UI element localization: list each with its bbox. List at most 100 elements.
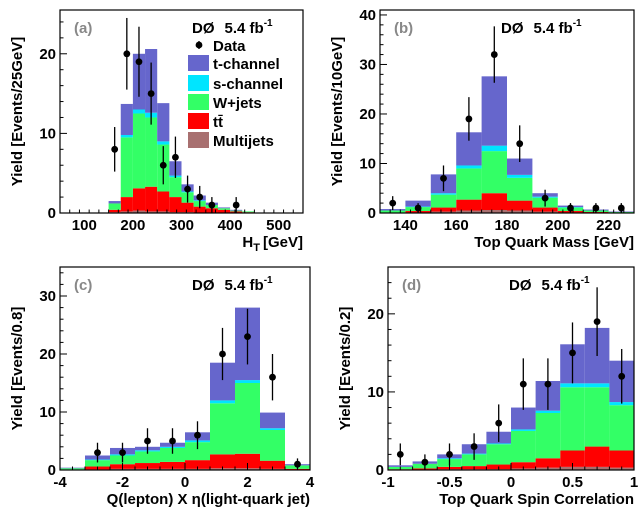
x-tick-label: 400	[218, 217, 243, 234]
data-point	[169, 438, 176, 445]
bar-wjets	[456, 168, 481, 199]
legend-data-marker	[196, 42, 203, 49]
data-point	[172, 154, 179, 161]
x-tick-label: -2	[116, 474, 129, 491]
x-axis-label-main: Top Quark Spin Correlation	[439, 491, 634, 508]
data-point	[136, 58, 143, 65]
bar-wjets	[242, 211, 254, 212]
bar-ttbar	[585, 447, 610, 467]
bar-schannel	[486, 443, 511, 444]
x-tick-label: 1	[630, 474, 638, 491]
legend-label-schannel: s-channel	[213, 76, 283, 93]
bar-wjets	[585, 387, 610, 446]
y-axis-label: Yield [Events/25GeV]	[9, 37, 26, 187]
x-axis-label-main: Q(lepton) X η(light-quark jet)	[107, 491, 310, 508]
x-tick-label: 220	[596, 217, 621, 234]
bar-ttbar	[133, 188, 145, 210]
luminosity-value: 5.4 fb	[534, 20, 573, 37]
legend-swatch-ttbar	[188, 113, 209, 129]
data-point	[471, 443, 478, 450]
bar-schannel	[157, 141, 169, 144]
x-tick-label: 500	[266, 217, 291, 234]
legend-label-multijets: Multijets	[213, 133, 274, 150]
data-point	[594, 318, 601, 325]
y-tick-label: 20	[367, 306, 384, 323]
x-axis-label-main: Top Quark Mass [GeV]	[474, 234, 634, 251]
y-tick-label: 0	[48, 462, 56, 479]
y-axis-label: Yield [Events/0.2]	[337, 307, 354, 431]
x-tick-label: 2	[243, 474, 251, 491]
data-point	[545, 381, 552, 388]
panel-label: (d)	[402, 277, 421, 294]
bar-schannel	[210, 400, 235, 403]
bar-wjets	[169, 177, 181, 197]
experiment-name: DØ	[501, 20, 524, 37]
data-point	[516, 140, 523, 147]
bar-ttbar	[210, 454, 235, 468]
bar-ttbar	[431, 208, 456, 212]
y-tick-label: 0	[368, 205, 376, 222]
y-tick-label: 20	[359, 106, 376, 123]
bar-tchannel	[109, 201, 121, 203]
bar-ttbar	[456, 200, 481, 211]
experiment-name: DØ	[192, 277, 215, 294]
data-point	[119, 449, 126, 456]
data-point	[397, 451, 404, 458]
bar-schannel	[560, 383, 585, 387]
data-point	[94, 449, 101, 456]
bar-schannel	[482, 146, 507, 151]
data-point	[422, 459, 429, 466]
x-axis-label: HT[GeV]	[242, 234, 303, 254]
bar-schannel	[536, 411, 561, 413]
legend-swatch-wjets	[188, 94, 209, 110]
x-tick-label: -0.5	[437, 474, 463, 491]
bar-schannel	[507, 175, 532, 178]
data-point	[618, 373, 625, 380]
bar-ttbar	[507, 201, 532, 211]
data-point	[495, 420, 502, 427]
data-point	[244, 333, 251, 340]
bar-ttbar	[182, 203, 194, 213]
legend-label-ttbar: tt̄	[213, 114, 223, 131]
data-point	[542, 195, 549, 202]
y-tick-label: 0	[48, 205, 56, 222]
data-point	[593, 205, 600, 212]
luminosity-value: 5.4 fb	[225, 20, 264, 37]
luminosity-exponent: -1	[264, 275, 273, 286]
bar-ttbar	[109, 210, 121, 212]
data-point	[123, 50, 130, 57]
y-axis-label: Yield [Events/0.8]	[9, 307, 26, 431]
bar-ttbar	[169, 197, 181, 212]
bar-wjets	[133, 113, 145, 188]
bar-wjets	[235, 383, 260, 454]
x-tick-label: 300	[169, 217, 194, 234]
x-axis-label: Top Quark Spin Correlation	[439, 491, 634, 508]
legend-swatch-schannel	[188, 75, 209, 91]
luminosity-value: 5.4 fb	[542, 277, 581, 294]
data-point	[446, 451, 453, 458]
data-point	[491, 51, 498, 58]
legend-item-wjets: W+jets	[188, 94, 262, 112]
bar-wjets	[380, 211, 405, 213]
bar-schannel	[511, 429, 536, 431]
bar-ttbar	[532, 208, 557, 212]
bar-ttbar	[121, 197, 133, 211]
panel-label: (b)	[394, 20, 413, 37]
bar-wjets	[609, 405, 634, 450]
bar-wjets	[482, 151, 507, 193]
bar-schannel	[585, 383, 610, 387]
x-axis-label-main: H	[242, 234, 253, 251]
legend-item-schannel: s-channel	[188, 75, 283, 93]
y-axis-label: Yield [Events/10GeV]	[329, 37, 346, 187]
luminosity-exponent: -1	[581, 275, 590, 286]
legend-label-wjets: W+jets	[213, 95, 262, 112]
